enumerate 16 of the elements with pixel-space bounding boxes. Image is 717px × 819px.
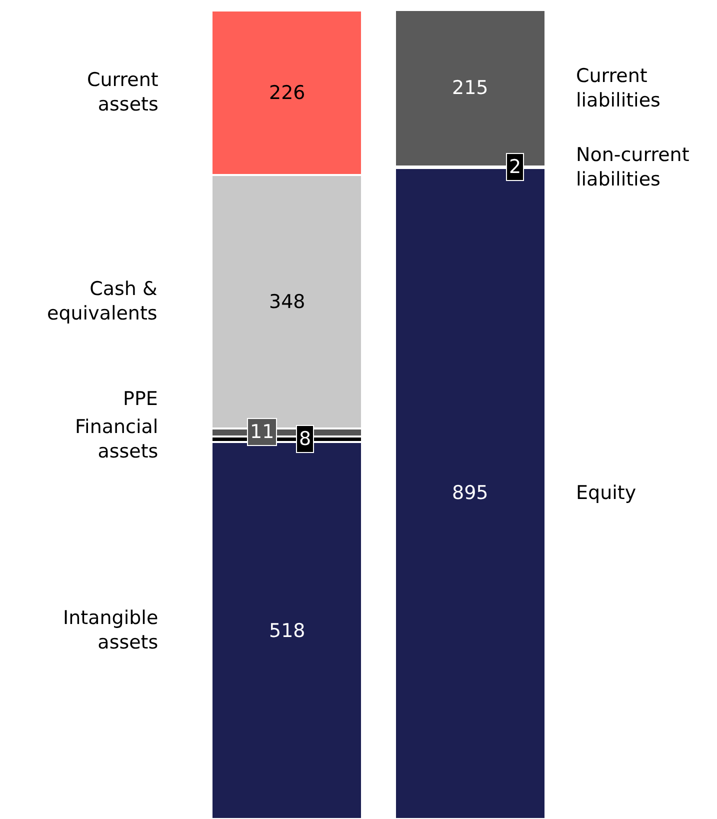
- data-label: 11: [250, 421, 274, 443]
- text: Cash & equivalents: [47, 278, 158, 325]
- series-label: Current liabilities: [576, 65, 660, 112]
- text: Current assets: [87, 69, 158, 116]
- text: PPE: [123, 388, 158, 410]
- data-label: 895: [452, 482, 488, 504]
- data-label: 215: [452, 77, 488, 99]
- data-label: 2: [509, 156, 522, 178]
- text: Intangible assets: [63, 607, 158, 654]
- series-label: Equity: [576, 482, 636, 504]
- text: Financial assets: [75, 416, 158, 463]
- series-label: Non-current liabilities: [576, 144, 690, 191]
- data-label: 8: [299, 428, 312, 450]
- data-label: 226: [269, 82, 306, 104]
- data-label: 348: [269, 291, 306, 313]
- data-label: 518: [269, 620, 306, 642]
